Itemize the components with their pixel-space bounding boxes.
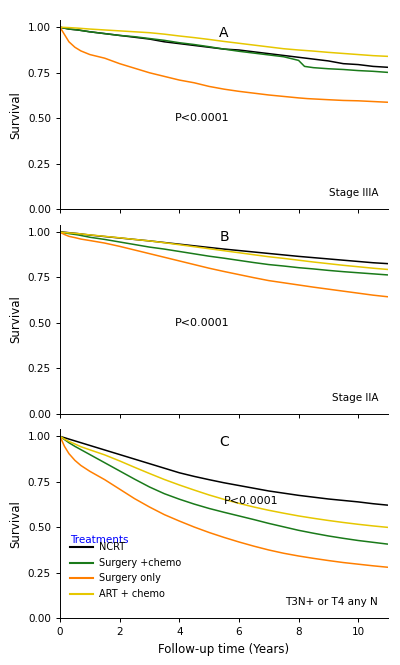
Y-axis label: Survival: Survival [9,500,22,548]
Text: Stage IIA: Stage IIA [332,392,378,402]
Text: P<0.0001: P<0.0001 [175,318,230,328]
Text: T3N+ or T4 any N: T3N+ or T4 any N [286,597,378,607]
X-axis label: Follow-up time (Years): Follow-up time (Years) [158,643,290,656]
Text: A: A [219,26,229,40]
Text: P<0.0001: P<0.0001 [175,114,230,124]
Text: Treatments: Treatments [70,535,128,545]
Text: Surgery +chemo: Surgery +chemo [99,558,182,568]
Text: Surgery only: Surgery only [99,573,161,583]
Text: ART + chemo: ART + chemo [99,589,165,599]
Text: NCRT: NCRT [99,543,126,553]
Text: P<0.0001: P<0.0001 [224,496,279,506]
Text: B: B [219,230,229,244]
Text: C: C [219,435,229,449]
Y-axis label: Survival: Survival [9,295,22,343]
Y-axis label: Survival: Survival [9,90,22,138]
Text: Stage IIIA: Stage IIIA [329,188,378,198]
